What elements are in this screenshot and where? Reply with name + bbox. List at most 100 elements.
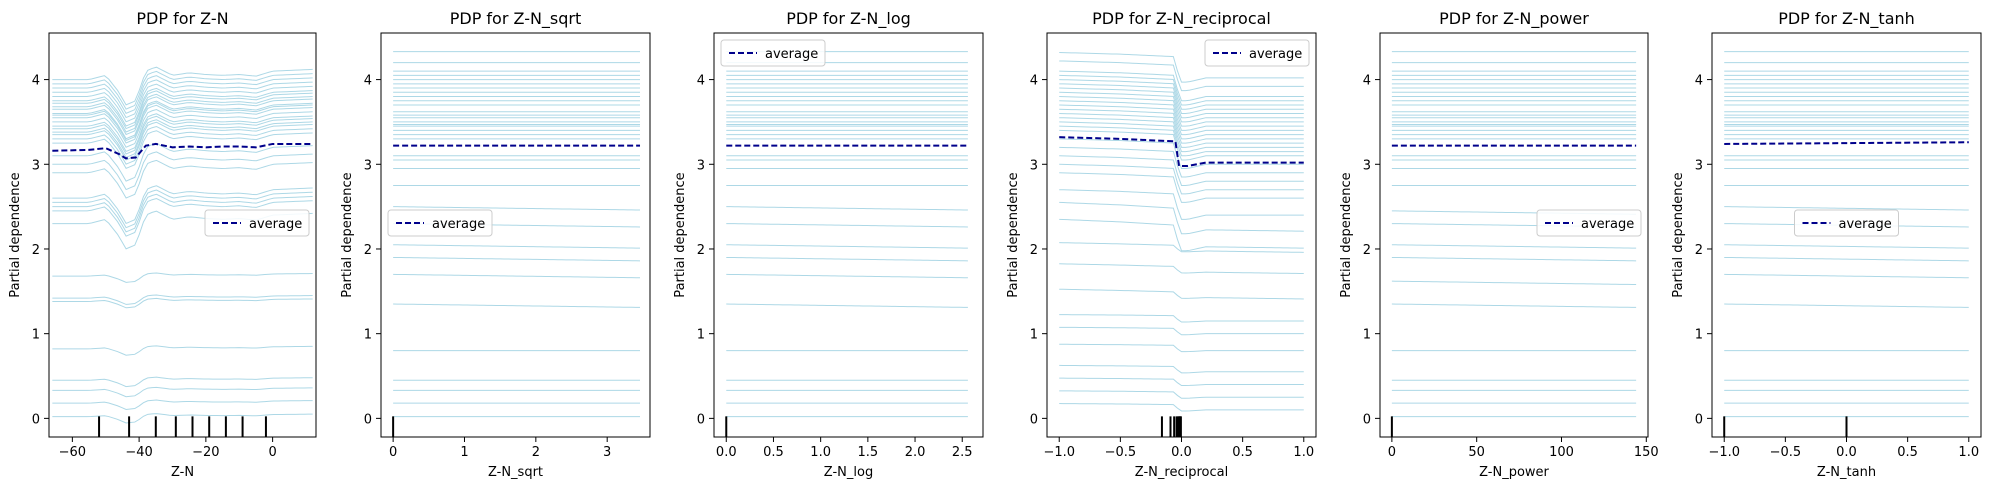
legend: average [204, 209, 310, 237]
axes-frame [48, 32, 317, 438]
ice-line [1059, 87, 1304, 119]
ice-line [1059, 242, 1304, 253]
ice-line [52, 102, 313, 142]
x-tick-label: 1.0 [810, 445, 831, 460]
ice-line [52, 294, 313, 305]
x-tick-label: 0.0 [1171, 445, 1192, 460]
ice-line [1059, 172, 1304, 203]
ice-line [52, 151, 313, 191]
x-tick-label: 0.0 [1836, 445, 1857, 460]
x-axis-label: Z-N_log [824, 465, 873, 480]
legend-label: average [432, 217, 485, 232]
legend-box [1204, 39, 1310, 67]
ice-line [1059, 112, 1304, 144]
ice-line [1059, 314, 1304, 323]
y-tick-label: 1 [1695, 328, 1703, 343]
x-tick-label: 0.5 [1232, 445, 1253, 460]
y-tick-label: 4 [364, 74, 372, 89]
ice-line [1059, 100, 1304, 131]
ice-line [52, 96, 313, 136]
y-tick-label: 4 [1030, 74, 1038, 89]
ice-line [1059, 117, 1304, 148]
x-tick-label: 100 [1549, 445, 1574, 460]
ice-line [726, 303, 968, 308]
ice-line [1059, 343, 1304, 353]
ice-line [52, 75, 313, 114]
y-tick-label: 4 [1363, 74, 1371, 89]
ice-line [1391, 280, 1637, 286]
y-tick-label: 3 [364, 158, 372, 173]
panel-title: PDP for Z-N_tanh [1778, 9, 1915, 29]
x-tick-label: 0 [1388, 445, 1396, 460]
x-axis-label: Z-N_sqrt [488, 465, 543, 480]
plot-area [392, 51, 641, 437]
ice-line [52, 272, 313, 283]
legend-box [1794, 209, 1899, 237]
y-tick-label: 2 [1030, 243, 1038, 258]
x-tick-label: 2.0 [905, 445, 926, 460]
ice-line [1059, 390, 1304, 399]
ice-line [52, 70, 313, 110]
y-tick-label: 0 [697, 412, 705, 427]
plot-area [1059, 51, 1304, 437]
y-axis-label: Partial dependence [340, 172, 355, 297]
ice-line [1059, 83, 1304, 114]
pdp-panel-1: −60 −40 −20 0 0 1 2 3 4 PDP for Z-N Z-N Partial dep… [8, 9, 317, 480]
x-tick-label: −0.5 [1105, 445, 1137, 460]
panel-title: PDP for Z-N_reciprocal [1092, 9, 1271, 29]
ice-line [1724, 273, 1969, 279]
plot-area [52, 66, 313, 437]
x-tick-label: 1.0 [1293, 445, 1314, 460]
ice-line [52, 125, 313, 165]
ice-line [52, 197, 313, 237]
ice-line [1059, 70, 1304, 102]
ice-line [1059, 163, 1304, 195]
y-axis-label: Partial dependence [673, 172, 688, 297]
x-tick-label: 2 [532, 445, 540, 460]
y-tick-label: 0 [1363, 412, 1371, 427]
ice-line [1391, 303, 1637, 308]
pdp-panel-2: 0 1 2 3 0 1 2 3 4 PDP for Z-N_sqrt Z-N_sqrt Partial… [340, 9, 651, 480]
pdp-panel-3: 0.0 0.5 1.0 1.5 2.0 2.5 0 1 2 3 4 PDP for Z-N_log Z-… [673, 9, 984, 480]
legend-box [204, 209, 310, 237]
ice-line [52, 130, 313, 170]
ice-line [52, 413, 313, 424]
ice-line [52, 87, 313, 127]
ice-line [1059, 79, 1304, 110]
y-tick-label: 2 [1363, 243, 1371, 258]
ice-line [1391, 256, 1637, 262]
ice-line [52, 193, 313, 233]
ice-line [52, 119, 313, 158]
x-tick-label: 50 [1468, 445, 1485, 460]
ice-line [1059, 155, 1304, 186]
x-axis-label: Z-N_power [1479, 465, 1549, 480]
ice-line [1059, 108, 1304, 140]
ice-line [52, 376, 313, 388]
axes-frame [1046, 32, 1317, 438]
ice-line [52, 189, 313, 229]
ice-line [52, 345, 313, 356]
x-axis-label: Z-N_tanh [1817, 465, 1876, 480]
ice-line [393, 206, 641, 211]
y-axis-label: Partial dependence [8, 172, 23, 297]
y-tick-label: 3 [1695, 158, 1703, 173]
x-axis-label: Z-N_reciprocal [1135, 465, 1228, 480]
ice-line [726, 273, 968, 279]
y-tick-label: 3 [32, 158, 40, 173]
ice-line [1059, 60, 1304, 92]
ice-line [52, 113, 313, 153]
plot-area [725, 51, 968, 437]
pdp-panel-5: 0 50 100 150 0 1 2 3 4 PDP for Z-N_power Z-N_power… [1339, 9, 1659, 480]
ice-line [52, 79, 313, 119]
average-line [52, 142, 313, 160]
ice-line [1724, 303, 1969, 308]
x-tick-label: 1.0 [1958, 445, 1979, 460]
x-tick-label: −0.5 [1770, 445, 1802, 460]
ice-line [52, 386, 313, 398]
x-tick-label: −20 [192, 445, 219, 460]
ice-line [1059, 263, 1304, 275]
ice-line [52, 93, 313, 133]
ice-line [52, 142, 313, 182]
legend-label: average [1581, 217, 1634, 232]
